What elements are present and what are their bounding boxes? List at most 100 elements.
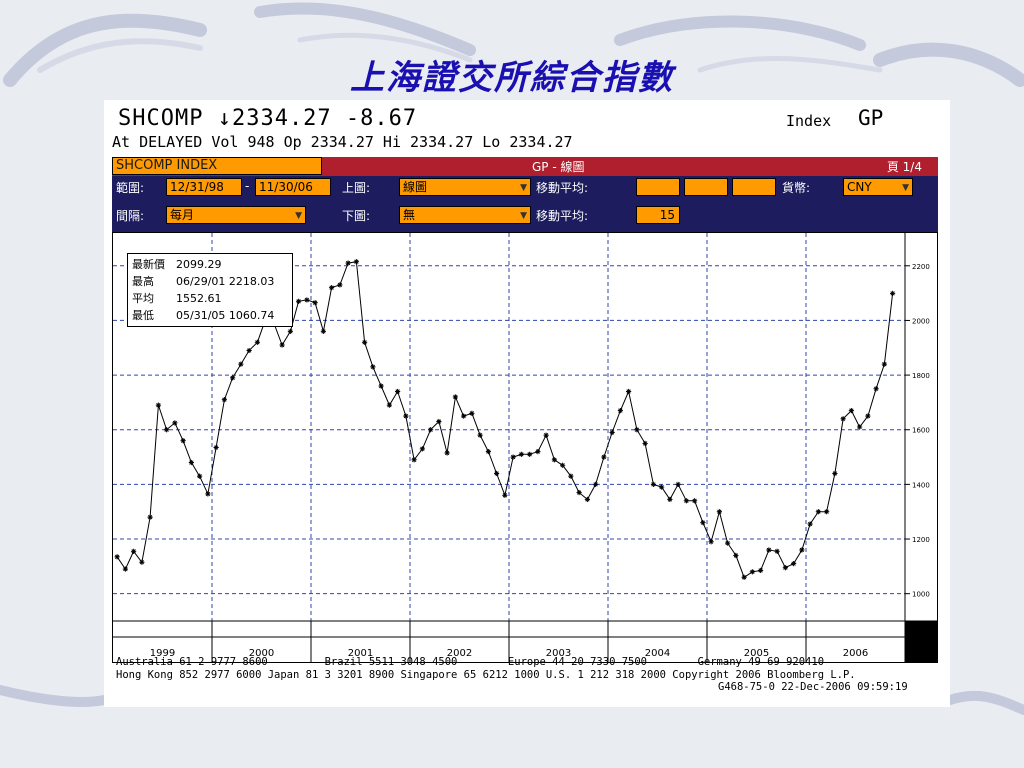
data-point-marker [395, 388, 401, 395]
data-point-marker [584, 496, 590, 503]
upper-chart-value: 線圖 [403, 180, 428, 194]
data-point-marker [527, 451, 533, 457]
currency-select[interactable]: CNY ▼ [843, 178, 913, 196]
data-point-marker [188, 459, 194, 466]
y-tick-label: 2000 [912, 317, 930, 325]
data-point-marker [683, 498, 689, 504]
dropdown-arrow-icon: ▼ [902, 183, 909, 193]
lower-chart-value: 無 [403, 208, 416, 222]
data-point-marker [320, 328, 326, 334]
data-point-marker [155, 402, 161, 408]
period-label: 間隔: [116, 209, 145, 223]
data-point-marker [535, 448, 541, 455]
moving-average-label-1: 移動平均: [536, 181, 589, 195]
currency-value: CNY [847, 180, 872, 194]
data-point-marker [502, 492, 508, 498]
data-point-marker [551, 457, 557, 463]
data-point-marker [840, 416, 846, 422]
x-tick-label: 2000 [249, 648, 274, 659]
stat-avg-label: 平均 [132, 292, 154, 305]
data-point-marker [617, 408, 623, 414]
security-field[interactable]: SHCOMP INDEX [112, 157, 322, 175]
data-point-marker [807, 521, 813, 527]
ma-input-3[interactable] [732, 178, 776, 196]
data-point-marker [221, 397, 227, 403]
data-point-marker [881, 361, 887, 367]
data-point-marker [213, 444, 219, 451]
x-tick-label: 2006 [843, 648, 868, 659]
x-tick-label: 1999 [150, 648, 175, 659]
ticker-line: SHCOMP ↓2334.27 -8.67 [118, 106, 418, 131]
stat-low-row: 最低 05/31/05 1060.74 [132, 307, 288, 324]
data-point-marker [180, 438, 186, 444]
data-point-marker [667, 496, 673, 503]
y-tick-label: 2200 [912, 263, 930, 271]
range-end-input[interactable]: 11/30/06 [255, 178, 331, 196]
stat-high-value: 06/29/01 2218.03 [176, 275, 275, 288]
data-point-marker [601, 454, 607, 460]
index-label: Index [786, 112, 832, 130]
data-point-marker [766, 547, 772, 553]
stat-low-value: 05/31/05 1060.74 [176, 309, 275, 322]
stat-high-row: 最高 06/29/01 2218.03 [132, 273, 288, 290]
data-point-marker [609, 429, 615, 436]
data-point-marker [774, 548, 780, 554]
title-bar: SHCOMP INDEX GP - 線圖 頁 1/4 [112, 157, 938, 176]
data-point-marker [254, 339, 260, 345]
data-point-marker [411, 457, 417, 463]
ma-period-input[interactable]: 15 [636, 206, 680, 224]
statistics-box: 最新價 2099.29 最高 06/29/01 2218.03 平均 1552.61 … [127, 253, 293, 327]
stat-last-value: 2099.29 [176, 258, 222, 271]
stat-last-label: 最新價 [132, 258, 165, 271]
range-start-input[interactable]: 12/31/98 [166, 178, 242, 196]
price-line-chart: 1000 1200 1400 1600 1800 2000 2200 1999 2000 2001… [113, 233, 937, 662]
data-point-marker [700, 520, 706, 526]
data-point-marker [815, 509, 821, 515]
data-point-marker [477, 432, 483, 438]
page-indicator: 頁 1/4 [886, 160, 922, 174]
data-point-marker [353, 259, 359, 265]
data-point-marker [568, 473, 574, 479]
data-point-marker [428, 427, 434, 433]
data-point-marker [370, 364, 376, 370]
data-point-marker [733, 552, 739, 559]
data-point-marker [147, 514, 153, 520]
stat-high-label: 最高 [132, 275, 154, 288]
footer-timestamp: G468-75-0 22-Dec-2006 09:59:19 [718, 681, 908, 693]
data-point-marker [296, 298, 302, 304]
x-tick-label: 2003 [546, 648, 571, 659]
data-point-marker [485, 448, 491, 455]
upper-chart-label: 上圖: [342, 181, 371, 195]
currency-label: 貨幣: [782, 181, 811, 195]
stat-avg-value: 1552.61 [176, 292, 222, 305]
y-tick-label: 1800 [912, 372, 930, 380]
data-point-marker [725, 540, 731, 546]
lower-chart-select[interactable]: 無 ▼ [399, 206, 531, 224]
data-point-marker [230, 375, 236, 381]
stat-low-label: 最低 [132, 309, 154, 322]
data-point-marker [873, 386, 879, 392]
data-point-marker [172, 420, 178, 426]
stat-avg-row: 平均 1552.61 [132, 290, 288, 307]
data-point-marker [279, 342, 285, 348]
data-point-marker [857, 424, 863, 430]
data-point-marker [758, 567, 764, 574]
period-value: 每月 [170, 208, 195, 222]
data-point-marker [345, 260, 351, 266]
data-point-marker [642, 440, 648, 446]
data-point-marker [543, 432, 549, 438]
ma-input-1[interactable] [636, 178, 680, 196]
data-point-marker [246, 347, 252, 354]
y-tick-label: 1000 [912, 591, 930, 599]
upper-chart-select[interactable]: 線圖 ▼ [399, 178, 531, 196]
data-point-marker [386, 402, 392, 408]
period-select[interactable]: 每月 ▼ [166, 206, 306, 224]
range-label: 範圍: [116, 181, 145, 195]
data-point-marker [131, 548, 137, 554]
data-point-marker [716, 509, 722, 515]
data-point-marker [865, 413, 871, 419]
data-point-marker [205, 491, 211, 497]
function-code: GP [858, 106, 884, 130]
ma-input-2[interactable] [684, 178, 728, 196]
